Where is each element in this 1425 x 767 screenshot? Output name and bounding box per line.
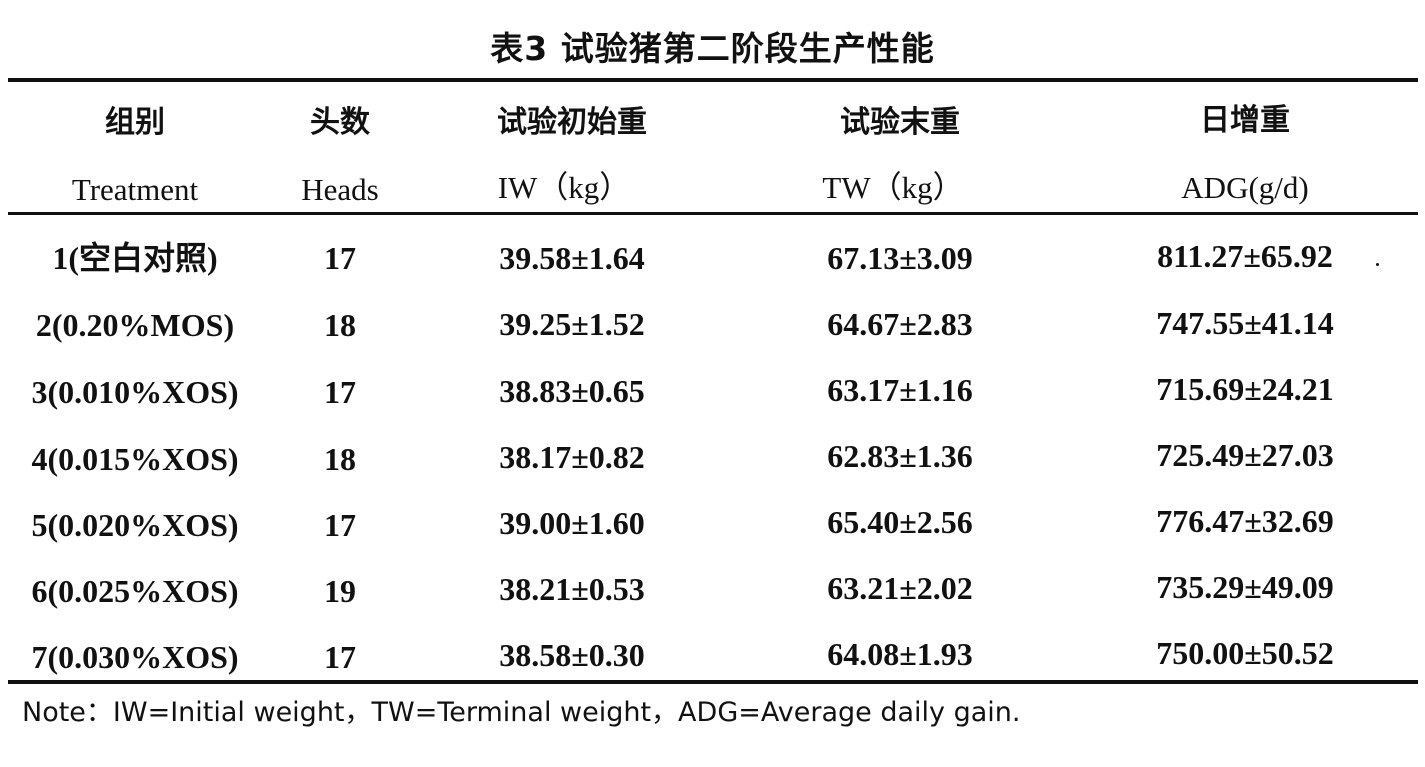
top-rule <box>8 78 1418 82</box>
cell-tw: 67.13±3.09 <box>827 240 973 276</box>
cell-treatment: 4(0.015%XOS) <box>31 441 239 477</box>
cell-tw: 63.17±1.16 <box>827 372 973 408</box>
cell-heads: 17 <box>324 374 356 410</box>
cell-heads: 17 <box>324 240 356 276</box>
cell-iw: 39.25±1.52 <box>499 306 645 342</box>
cell-tw: 62.83±1.36 <box>827 438 973 474</box>
header-adg-cn: 日增重 <box>1200 103 1290 138</box>
header-iw-en: IW（kg） <box>497 170 631 205</box>
cell-tw: 63.21±2.02 <box>827 570 973 606</box>
header-iw-cn: 试验初始重 <box>497 105 647 140</box>
cell-adg: 715.69±24.21 <box>1156 371 1334 407</box>
cell-treatment: 3(0.010%XOS) <box>31 374 239 410</box>
cell-adg: 811.27±65.92 <box>1157 238 1333 274</box>
header-treatment-cn: 组别 <box>105 105 165 140</box>
cell-adg: 747.55±41.14 <box>1156 305 1334 341</box>
cell-iw: 39.00±1.60 <box>499 505 645 541</box>
cell-adg: 735.29±49.09 <box>1156 569 1334 605</box>
cell-iw: 38.17±0.82 <box>499 439 645 475</box>
cell-iw: 38.83±0.65 <box>499 373 645 409</box>
cell-heads: 17 <box>324 639 356 675</box>
stray-dot <box>1376 263 1379 266</box>
cell-tw: 65.40±2.56 <box>827 504 973 540</box>
cell-adg: 776.47±32.69 <box>1156 503 1334 539</box>
header-adg-en: ADG(g/d) <box>1181 170 1309 205</box>
table-note: Note：IW=Initial weight，TW=Terminal weigh… <box>22 697 1021 728</box>
cell-treatment: 6(0.025%XOS) <box>31 573 239 609</box>
header-treatment-en: Treatment <box>71 172 199 207</box>
cell-treatment: 2(0.20%MOS) <box>35 307 235 343</box>
cell-tw: 64.08±1.93 <box>827 636 973 672</box>
cell-iw: 39.58±1.64 <box>499 240 645 276</box>
cell-heads: 17 <box>324 507 356 543</box>
cell-treatment: 5(0.020%XOS) <box>31 507 239 543</box>
cell-adg: 750.00±50.52 <box>1156 635 1334 671</box>
cell-adg: 725.49±27.03 <box>1156 437 1334 473</box>
header-tw-en: TW（kg） <box>822 170 964 205</box>
table-title: 表3 试验猪第二阶段生产性能 <box>490 29 935 68</box>
header-rule <box>8 212 1418 215</box>
cell-heads: 18 <box>324 307 356 343</box>
cell-treatment: 1(空白对照) <box>52 240 218 276</box>
cell-treatment: 7(0.030%XOS) <box>31 639 239 675</box>
cell-heads: 19 <box>324 573 356 609</box>
cell-iw: 38.58±0.30 <box>499 637 645 673</box>
cell-heads: 18 <box>324 441 356 477</box>
bottom-rule <box>8 680 1418 684</box>
header-heads-cn: 头数 <box>310 105 370 140</box>
header-heads-en: Heads <box>301 172 379 207</box>
header-tw-cn: 试验末重 <box>840 105 960 140</box>
cell-iw: 38.21±0.53 <box>499 571 645 607</box>
cell-tw: 64.67±2.83 <box>827 306 973 342</box>
